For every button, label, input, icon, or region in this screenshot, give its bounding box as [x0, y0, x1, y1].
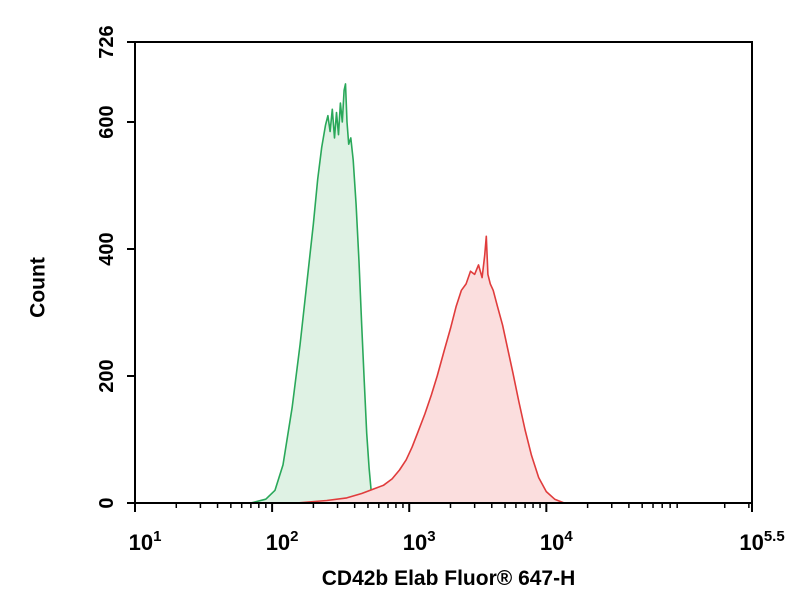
- x-tick-label: 102: [266, 528, 299, 555]
- y-tick-label: 400: [96, 232, 118, 265]
- y-tick-label: 726: [96, 25, 118, 58]
- x-tick-label: 101: [129, 528, 162, 555]
- x-tick-label: 105.5: [739, 528, 784, 555]
- y-tick-label: 600: [96, 105, 118, 138]
- plot-area-frame: [134, 41, 753, 504]
- y-axis-label: Count: [27, 257, 50, 318]
- x-axis-label: CD42b Elab Fluor® 647-H: [322, 567, 576, 590]
- ticks-layer: 0 200 400 600 726 101 102 103 104 105.5: [96, 25, 785, 555]
- series-1-fill: [296, 236, 565, 504]
- y-tick-label: 200: [96, 359, 118, 392]
- x-tick-label: 104: [540, 528, 573, 555]
- series-0-fill: [250, 83, 375, 504]
- series-0-line: [250, 83, 376, 504]
- series-1-line: [296, 235, 565, 504]
- y-tick-label: 0: [96, 497, 118, 508]
- series-layer: [250, 83, 565, 504]
- x-tick-label: 103: [403, 528, 436, 555]
